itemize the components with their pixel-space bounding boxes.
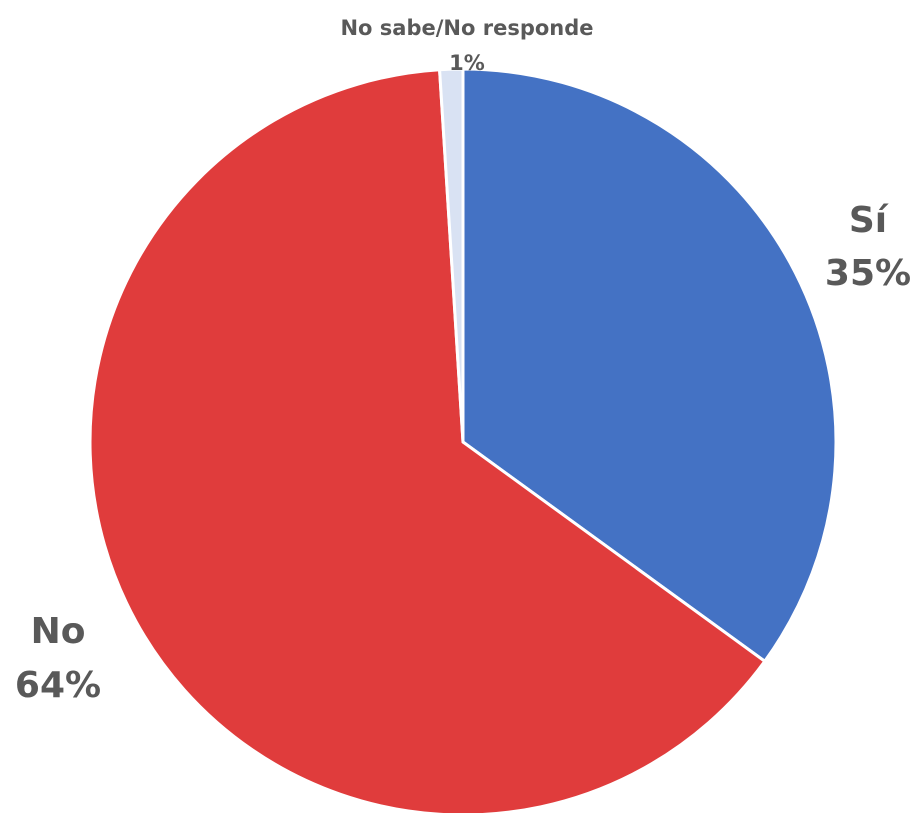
pie-labels: Sí 35% No 64% No sabe/No responde 1% <box>15 16 911 706</box>
pie-slices <box>88 67 838 813</box>
slice-label-nsnr-value: 1% <box>449 51 485 75</box>
slice-label-no-category: No <box>31 611 86 652</box>
pie-slice-si <box>461 67 838 663</box>
pie-slice-no-sabe <box>438 67 465 444</box>
slice-label-no-value: 64% <box>15 665 101 706</box>
pie-slice-no <box>88 68 767 813</box>
slice-label-si-value: 35% <box>825 253 911 294</box>
slice-label-nsnr-category: No sabe/No responde <box>340 16 593 40</box>
slice-label-si-category: Sí <box>849 200 889 241</box>
